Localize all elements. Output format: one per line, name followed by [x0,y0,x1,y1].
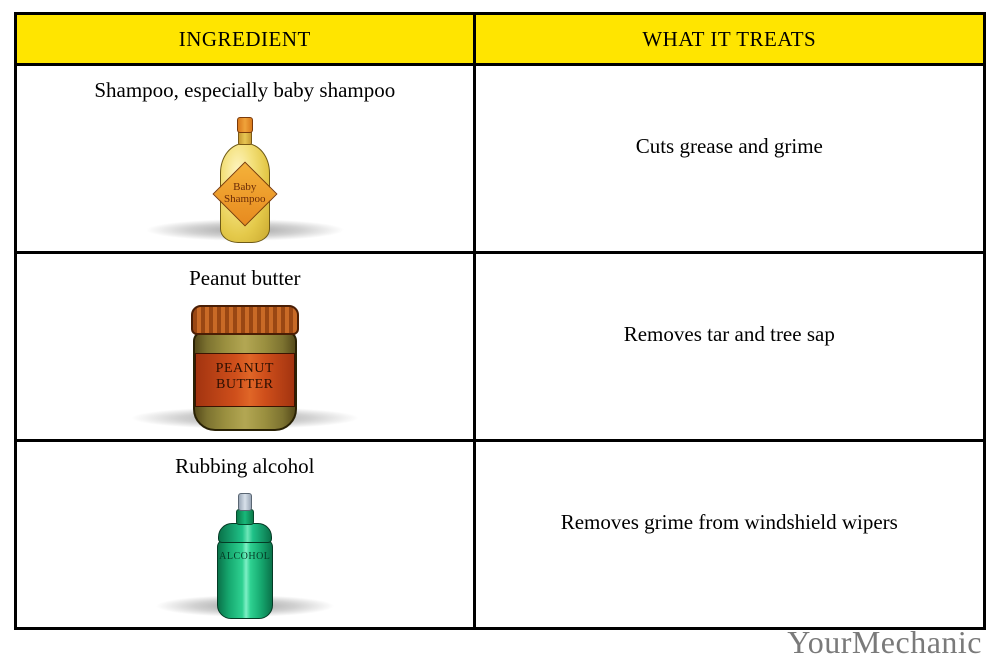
table-row: Rubbing alcohol ALCOHOL Removes grime fr… [17,442,983,627]
watermark-text: YourMechanic [787,624,982,661]
ingredient-label: Rubbing alcohol [175,454,314,479]
cell-treats: Removes grime from windshield wipers [476,442,983,627]
treats-label: Removes grime from windshield wipers [561,510,898,535]
table-row: Shampoo, especially baby shampoo Baby Sh… [17,66,983,254]
pb-label-text: PEANUT BUTTER [185,361,305,393]
cell-ingredient: Peanut butter PEANUT BUTTER [17,254,476,439]
ingredient-label: Shampoo, especially baby shampoo [94,78,395,103]
shampoo-bottle-icon: Baby Shampoo [218,117,272,245]
peanut-butter-illustration: PEANUT BUTTER [27,295,463,433]
header-treats: WHAT IT TREATS [476,15,983,63]
shampoo-illustration: Baby Shampoo [27,107,463,245]
shampoo-label-text: Baby Shampoo [218,181,272,205]
ingredients-table: INGREDIENT WHAT IT TREATS Shampoo, espec… [14,12,986,630]
ingredient-label: Peanut butter [189,266,300,291]
cell-treats: Cuts grease and grime [476,66,983,251]
alcohol-label-text: ALCOHOL [215,551,275,562]
table-header-row: INGREDIENT WHAT IT TREATS [17,15,983,66]
alcohol-bottle-icon: ALCOHOL [215,493,275,621]
cell-ingredient: Rubbing alcohol ALCOHOL [17,442,476,627]
cell-treats: Removes tar and tree sap [476,254,983,439]
cell-ingredient: Shampoo, especially baby shampoo Baby Sh… [17,66,476,251]
alcohol-illustration: ALCOHOL [27,483,463,621]
treats-label: Removes tar and tree sap [624,322,835,347]
table-row: Peanut butter PEANUT BUTTER Removes tar … [17,254,983,442]
peanut-butter-jar-icon: PEANUT BUTTER [185,305,305,433]
treats-label: Cuts grease and grime [636,134,823,159]
header-ingredient: INGREDIENT [17,15,476,63]
